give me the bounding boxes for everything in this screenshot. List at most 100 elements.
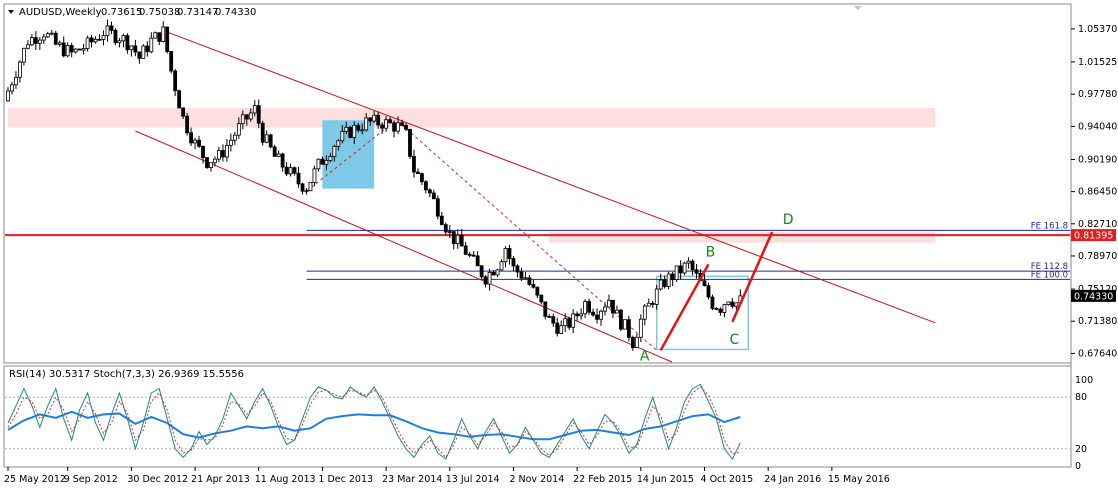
bear-candle-body bbox=[69, 45, 74, 53]
candles bbox=[6, 19, 743, 351]
candle bbox=[236, 117, 241, 139]
candle bbox=[571, 309, 576, 334]
bear-candle-body bbox=[260, 122, 265, 143]
candle bbox=[161, 21, 166, 43]
bear-candle-body bbox=[185, 115, 190, 134]
bull-candle-body bbox=[607, 299, 611, 308]
candle bbox=[141, 44, 146, 59]
bull-candle-body bbox=[726, 301, 731, 306]
bull-candle-body bbox=[85, 37, 90, 49]
bear-candle-body bbox=[431, 192, 436, 200]
candle bbox=[320, 156, 325, 165]
bull-candle-body bbox=[93, 38, 98, 43]
bear-candle-body bbox=[272, 146, 277, 157]
candle bbox=[77, 48, 82, 51]
bear-candle-body bbox=[678, 265, 683, 274]
candle bbox=[654, 284, 659, 310]
bull-candle-body bbox=[6, 90, 10, 102]
bear-candle-body bbox=[284, 166, 289, 175]
price-tick-label: 0.86450 bbox=[1078, 187, 1117, 198]
candle bbox=[630, 335, 635, 351]
bear-candle-body bbox=[201, 145, 205, 158]
ohlc-open: 0.73615 bbox=[101, 7, 142, 18]
time-tick-label: 11 Aug 2013 bbox=[255, 474, 316, 485]
time-tick-label: 24 Jan 2016 bbox=[764, 474, 821, 485]
candle bbox=[364, 113, 369, 132]
abcd-point-label: C bbox=[729, 332, 739, 348]
bull-candle-body bbox=[642, 305, 647, 320]
candle bbox=[595, 308, 599, 324]
abcd-point-label: D bbox=[783, 212, 794, 228]
bull-candle-body bbox=[487, 271, 492, 285]
candle bbox=[332, 144, 337, 162]
bear-candle-body bbox=[471, 254, 476, 257]
bear-candle-body bbox=[388, 119, 392, 124]
bear-candle-body bbox=[483, 276, 488, 285]
candle bbox=[591, 308, 595, 317]
bull-candle-body bbox=[248, 112, 253, 120]
bull-candle-body bbox=[658, 279, 663, 290]
candle bbox=[288, 163, 293, 177]
bear-candle-body bbox=[145, 45, 150, 53]
candle bbox=[690, 259, 695, 276]
bull-candle-body bbox=[634, 336, 639, 348]
bull-candle-body bbox=[523, 277, 528, 280]
bull-candle-body bbox=[217, 150, 221, 160]
candle bbox=[607, 294, 611, 308]
bear-candle-body bbox=[392, 122, 396, 132]
chart-dropdown-icon[interactable] bbox=[8, 10, 14, 14]
bear-candle-body bbox=[670, 273, 675, 281]
candle bbox=[435, 195, 440, 220]
candle bbox=[133, 39, 138, 57]
candle bbox=[189, 127, 193, 147]
candle bbox=[45, 31, 50, 39]
bear-candle-body bbox=[412, 156, 416, 173]
price-tick-label: 1.05370 bbox=[1078, 24, 1117, 35]
bear-candle-body bbox=[380, 124, 385, 129]
bear-candle-body bbox=[451, 231, 456, 245]
candle bbox=[256, 99, 261, 129]
candle bbox=[65, 42, 70, 58]
bear-candle-body bbox=[595, 314, 599, 320]
candle bbox=[404, 122, 408, 131]
candle bbox=[145, 41, 150, 57]
bear-candle-body bbox=[714, 308, 719, 310]
candle bbox=[388, 117, 392, 124]
candle bbox=[642, 303, 647, 326]
candle bbox=[658, 273, 663, 291]
indicator-header: RSI(14) 30.5317 Stoch(7,3,3) 26.9369 15.… bbox=[9, 369, 244, 380]
candle bbox=[539, 294, 544, 305]
bear-candle-body bbox=[221, 150, 225, 158]
candle bbox=[503, 246, 508, 268]
bear-candle-body bbox=[491, 271, 496, 276]
price-tick-label: 1.01525 bbox=[1078, 57, 1117, 68]
bull-candle-body bbox=[153, 32, 158, 39]
bear-candle-body bbox=[368, 117, 373, 122]
candle bbox=[479, 264, 484, 280]
candle bbox=[97, 34, 102, 41]
candle bbox=[292, 166, 297, 176]
bear-candle-body bbox=[591, 311, 595, 316]
ohlc-low: 0.73147 bbox=[177, 7, 218, 18]
bull-candle-body bbox=[10, 84, 14, 92]
bull-candle-body bbox=[276, 153, 281, 157]
price-tick-label: 0.97780 bbox=[1078, 89, 1117, 100]
candle bbox=[260, 120, 265, 146]
price-tick-label: 0.71380 bbox=[1078, 316, 1117, 327]
bull-candle-body bbox=[141, 45, 146, 59]
window-minimize-icon[interactable] bbox=[854, 6, 862, 10]
bull-candle-body bbox=[41, 36, 46, 41]
candle bbox=[392, 120, 396, 138]
candle bbox=[519, 267, 524, 282]
oscillator-series-0 bbox=[7, 410, 741, 441]
bear-candle-body bbox=[97, 38, 102, 41]
bear-candle-body bbox=[463, 245, 468, 255]
candle bbox=[471, 251, 476, 257]
candle bbox=[487, 268, 492, 291]
candle bbox=[650, 301, 655, 308]
candle bbox=[93, 36, 98, 44]
bear-candle-body bbox=[137, 51, 142, 59]
bear-candle-body bbox=[507, 248, 512, 259]
bear-candle-body bbox=[404, 124, 408, 130]
